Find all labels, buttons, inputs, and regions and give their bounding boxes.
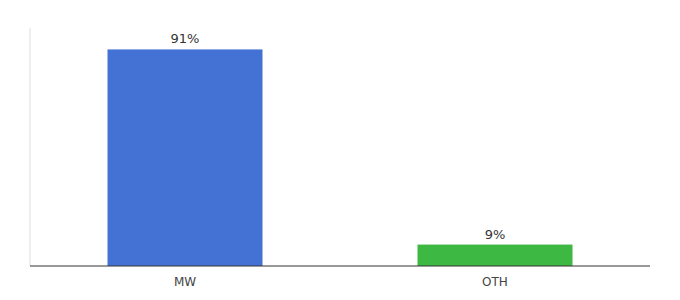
data-label: 91% [171,31,200,46]
y-axis-line [30,28,31,266]
data-label: 9% [485,227,506,242]
x-axis-line [30,266,650,267]
bar [418,245,573,266]
chart-container: 91% MW 9% OTH [0,0,680,300]
x-tick-label: OTH [482,275,508,289]
bar [108,49,263,266]
x-tick-label: MW [174,275,196,289]
chart-svg: 91% MW 9% OTH [0,0,680,300]
bars [108,49,573,266]
